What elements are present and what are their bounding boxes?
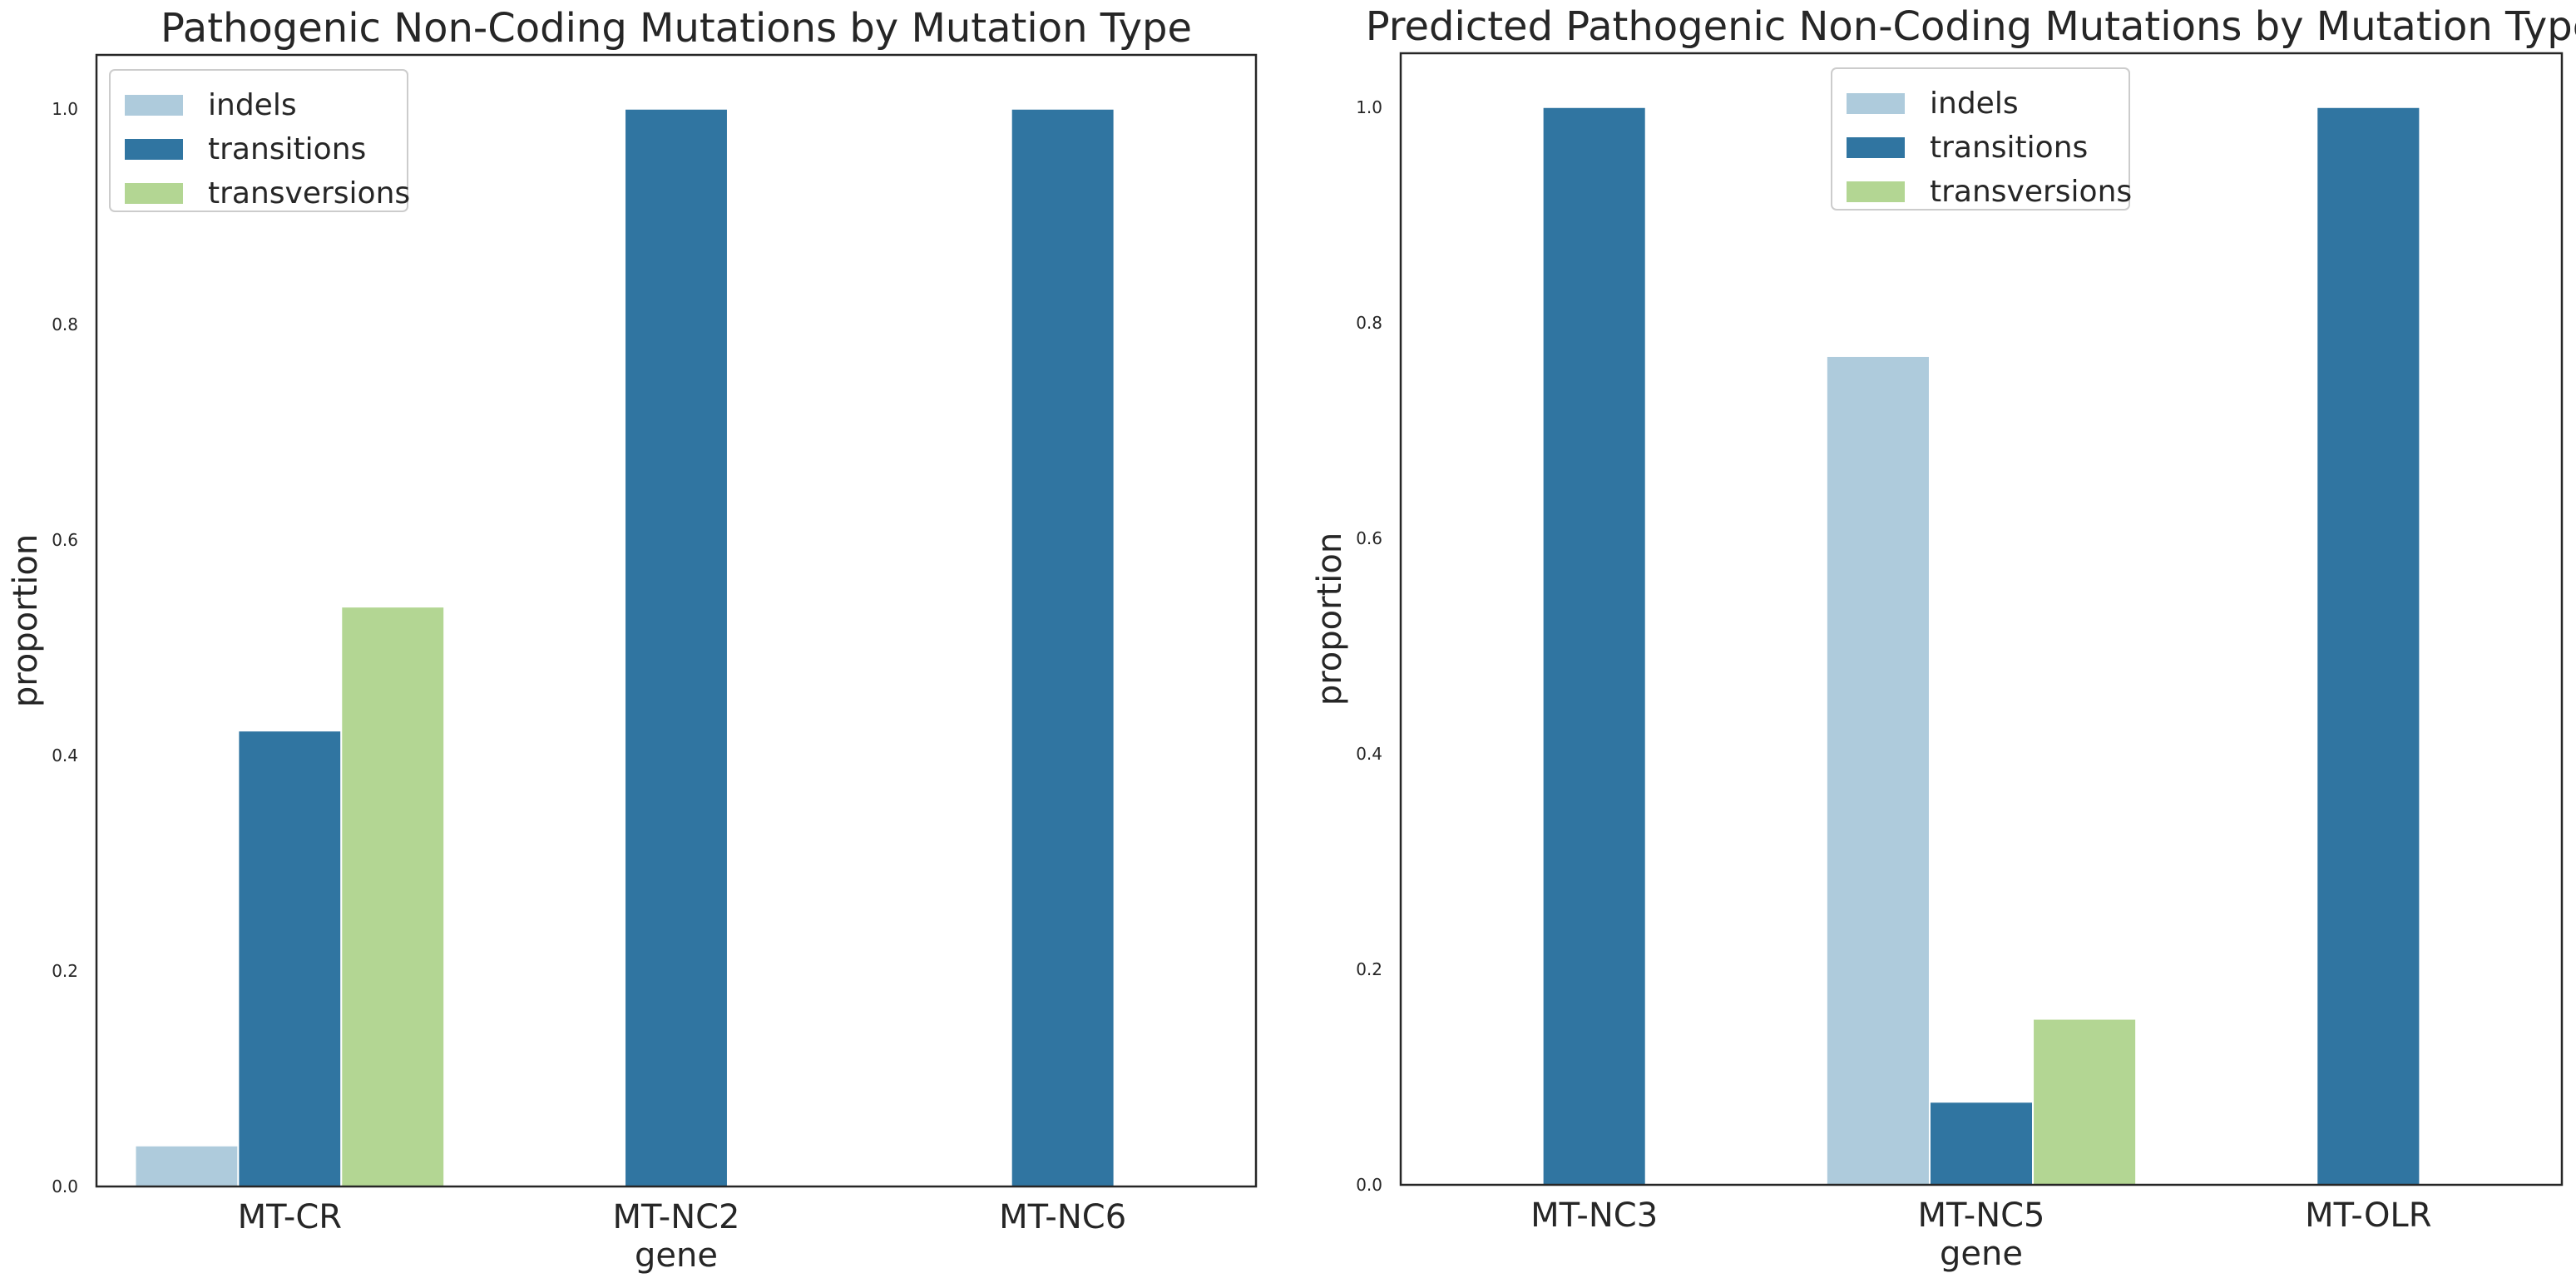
legend: indels transitions transversions: [109, 69, 410, 212]
legend: indels transitions transversions: [1831, 67, 2132, 211]
y-tick-label: 0.6: [52, 530, 78, 550]
y-tick-label: 0.6: [1356, 528, 1382, 548]
legend-label: transversions: [1930, 175, 2132, 209]
legend-swatch-indels: [1847, 93, 1905, 114]
x-tick-label: MT-NC2: [612, 1198, 739, 1236]
legend-box: [1831, 67, 2130, 211]
y-tick-label: 0.8: [1356, 313, 1382, 333]
y-tick-label: 0.4: [52, 746, 78, 765]
y-tick-label: 0.4: [1356, 744, 1382, 764]
y-tick-label: 0.2: [1356, 959, 1382, 979]
y-tick-label: 0.0: [52, 1176, 78, 1196]
legend-swatch-transversions: [1847, 181, 1905, 202]
x-axis-label: gene: [1940, 1235, 2023, 1273]
chart-panel-1: 0.0 0.2 0.4 0.6 0.8 1.0 MT-CR MT-NC2 MT-NC6 gene p…: [7, 5, 1258, 1275]
bar-transitions-MT-NC5: [1928, 1101, 2035, 1186]
bar-indels-MT-NC5: [1825, 354, 1931, 1186]
plot-frame: [1399, 52, 2564, 1186]
legend-label: transversions: [208, 176, 410, 211]
bar-transversions-MT-CR: [340, 606, 446, 1187]
legend-label: indels: [1930, 87, 2019, 121]
y-tick-label: 0.0: [1356, 1175, 1382, 1195]
y-tick-label: 1.0: [1356, 97, 1382, 117]
chart-panel-2: 0.0 0.2 0.4 0.6 0.8 1.0 MT-NC3 MT-NC5 MT-OLR gene…: [1311, 3, 2576, 1273]
bar-indels-MT-CR: [134, 1144, 240, 1188]
y-axis-label: proportion: [1311, 533, 1349, 706]
bar-transitions-MT-OLR: [2316, 106, 2421, 1186]
legend-swatch-transitions: [1847, 137, 1905, 158]
legend-swatch-transitions: [125, 139, 183, 160]
legend-label: transitions: [1930, 131, 2088, 165]
y-tick-label: 1.0: [52, 99, 78, 119]
x-tick-label: MT-NC3: [1530, 1196, 1658, 1235]
x-tick-label: MT-NC6: [999, 1198, 1126, 1236]
bar-transitions-MT-NC3: [1541, 106, 1647, 1186]
plot-frame: [95, 53, 1258, 1188]
legend-swatch-indels: [125, 95, 183, 116]
bar-transversions-MT-NC5: [2032, 1018, 2138, 1186]
y-tick-label: 0.8: [52, 315, 78, 334]
legend-label: indels: [208, 88, 297, 122]
x-tick-label: MT-OLR: [2305, 1196, 2431, 1235]
x-axis-label: gene: [635, 1236, 718, 1275]
legend-box: [109, 69, 408, 212]
y-axis-label: proportion: [7, 534, 45, 707]
bar-transitions-MT-NC6: [1010, 107, 1115, 1187]
bar-transitions-MT-CR: [237, 730, 343, 1187]
chart-title: Pathogenic Non-Coding Mutations by Mutat…: [161, 5, 1192, 52]
chart-title: Predicted Pathogenic Non-Coding Mutation…: [1366, 3, 2576, 50]
bar-transitions-MT-NC2: [624, 107, 729, 1187]
x-tick-label: MT-NC5: [1917, 1196, 2044, 1235]
legend-label: transitions: [208, 132, 366, 166]
y-tick-label: 0.2: [52, 961, 78, 981]
x-tick-label: MT-CR: [238, 1198, 342, 1236]
legend-swatch-transversions: [125, 183, 183, 204]
